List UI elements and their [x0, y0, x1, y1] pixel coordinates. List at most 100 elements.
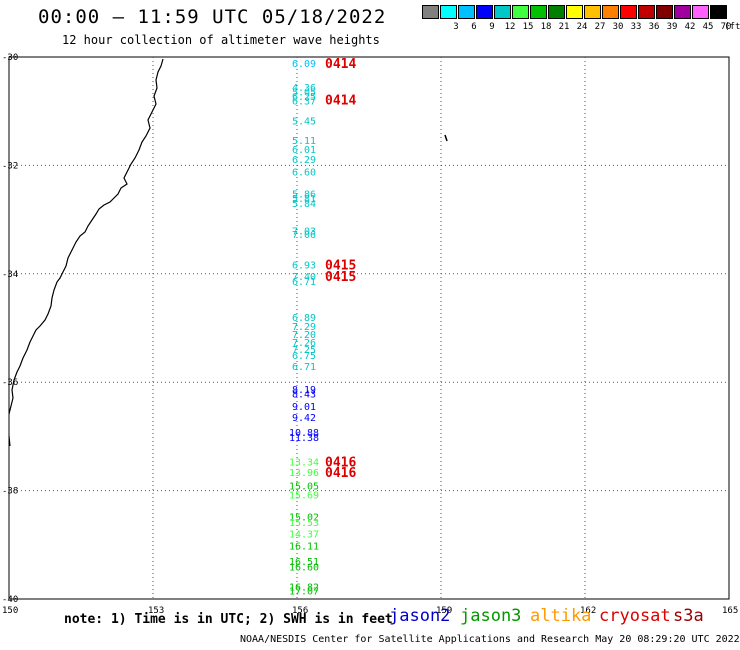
scale-label: 21 — [558, 22, 570, 32]
map-subtitle: 12 hour collection of altimeter wave hei… — [62, 33, 380, 47]
scale-swatch — [584, 5, 601, 19]
lon-tick-label: 162 — [580, 606, 596, 616]
graticule — [9, 57, 729, 599]
wave-height-label: 7.25 — [292, 345, 316, 356]
wave-height-label: 10.88 — [289, 428, 319, 439]
wave-height-label: 13.34 — [289, 457, 319, 468]
coastline — [8, 58, 164, 415]
wave-height-label: 6.71 — [292, 362, 316, 373]
scale-swatch — [638, 5, 655, 19]
footer-note: note: 1) Time is in UTC; 2) SWH is in fe… — [64, 612, 393, 627]
island-mark — [444, 134, 448, 142]
scale-swatch — [494, 5, 511, 19]
scale-swatch — [602, 5, 619, 19]
wave-height-label: 5.81 — [292, 194, 316, 205]
pass-number-label: 0414 — [325, 57, 356, 72]
satellite-name: altika — [530, 606, 592, 626]
scale-swatch — [656, 5, 673, 19]
satellite-name: cryosat — [599, 606, 671, 626]
scale-swatch — [512, 5, 529, 19]
scale-label: 18 — [540, 22, 552, 32]
scale-label: 12 — [504, 22, 516, 32]
scale-swatch — [458, 5, 475, 19]
wave-height-label: 6.60 — [292, 167, 316, 178]
scale-swatch — [422, 5, 439, 19]
scale-swatch — [692, 5, 709, 19]
wave-height-label: 6.93 — [292, 261, 316, 272]
axis-ticks: 150 153 156 159 162 165 -30 -32 -34 -36 -38 -40 — [2, 53, 738, 616]
wave-height-label: 6.29 — [292, 155, 316, 166]
wave-height-label: 5.05 — [292, 88, 316, 99]
lat-tick-label: -38 — [2, 487, 18, 497]
pass-number-label: 0416 — [325, 455, 356, 470]
wave-height-label: 11.38 — [289, 433, 319, 444]
scale-label: 15 — [522, 22, 534, 32]
wave-height-label: 15.69 — [289, 490, 319, 501]
wave-height-label: 16.60 — [289, 562, 319, 573]
wave-height-label: 6.71 — [292, 277, 316, 288]
wave-height-label: 8.43 — [292, 390, 316, 401]
scale-label: 9 — [489, 22, 495, 32]
satellite-name: jason3 — [460, 606, 522, 626]
wave-height-label: 7.03 — [292, 226, 316, 237]
scale-swatch — [620, 5, 637, 19]
footer-credit: NOAA/NESDIS Center for Satellite Applica… — [240, 634, 740, 645]
wave-height-label: 15.05 — [289, 482, 319, 493]
wave-height-label: 7.20 — [292, 330, 316, 341]
wave-height-label: 5.86 — [292, 190, 316, 201]
map-frame — [8, 56, 730, 600]
scale-label: 30 — [612, 22, 624, 32]
scale-swatch — [530, 5, 547, 19]
scale-label: 33 — [630, 22, 642, 32]
wave-height-label: 5.84 — [292, 199, 316, 210]
scale-swatch — [674, 5, 691, 19]
scale-label: 27 — [594, 22, 606, 32]
scale-label: 42 — [684, 22, 696, 32]
scale-label: 3 — [453, 22, 459, 32]
wave-height-label: 8.19 — [292, 385, 316, 396]
wave-height-label: 4.36 — [292, 83, 316, 94]
wave-height-label: 14.37 — [289, 529, 319, 540]
wave-height-label: 9.01 — [292, 402, 316, 413]
scale-label: 6 — [471, 22, 477, 32]
wave-height-label: 6.75 — [292, 351, 316, 362]
lon-tick-label: 150 — [2, 606, 18, 616]
lon-tick-label: 153 — [148, 606, 164, 616]
lat-tick-label: -36 — [2, 378, 18, 388]
wave-height-label: 6.37 — [292, 96, 316, 107]
wave-height-label: 7.29 — [292, 322, 316, 333]
wave-height-label: 6.89 — [292, 313, 316, 324]
wave-height-label: 5.45 — [292, 116, 316, 127]
scale-swatch — [548, 5, 565, 19]
wave-height-values: 6.09 4.365.056.256.37 5.45 5.116.016.296.60… — [289, 59, 319, 597]
wave-height-label: 6.01 — [292, 145, 316, 156]
satellite-name: jason2 — [389, 606, 451, 626]
wave-height-label: 15.53 — [289, 518, 319, 529]
scale-label: 24 — [576, 22, 588, 32]
coastline-fragment — [8, 435, 11, 447]
lat-tick-label: -34 — [2, 270, 18, 280]
lat-tick-label: -40 — [2, 595, 18, 605]
wave-height-label: 5.11 — [292, 136, 316, 147]
map-title: 00:00 – 11:59 UTC 05/18/2022 — [38, 6, 387, 28]
lat-tick-label: -32 — [2, 161, 18, 171]
scale-label: 36 — [648, 22, 660, 32]
scale-unit: (ft) — [724, 22, 740, 32]
lon-tick-label: 165 — [722, 606, 738, 616]
wave-height-label: 16.82 — [289, 583, 319, 594]
wave-height-label: 15.02 — [289, 513, 319, 524]
wave-height-label: 13.96 — [289, 468, 319, 479]
wave-height-label: 16.51 — [289, 557, 319, 568]
scale-swatch — [710, 5, 727, 19]
scale-swatch — [566, 5, 583, 19]
pass-number-label: 0415 — [325, 270, 356, 285]
pass-number-label: 0416 — [325, 466, 356, 481]
wave-height-label: 17.07 — [289, 586, 319, 597]
wave-height-label: 6.09 — [292, 59, 316, 70]
lon-tick-label: 156 — [292, 606, 308, 616]
scale-label: 45 — [702, 22, 714, 32]
pass-number-label: 0414 — [325, 93, 356, 108]
pass-number-label: 0415 — [325, 259, 356, 274]
